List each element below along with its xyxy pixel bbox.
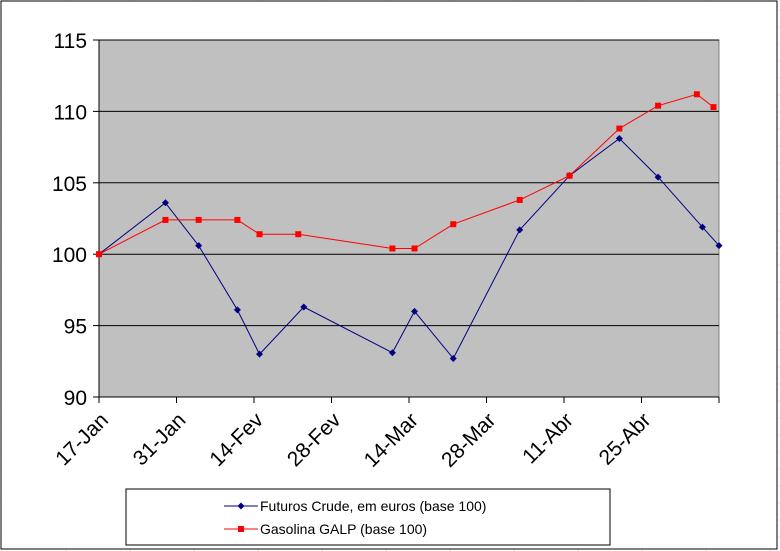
y-tick-label: 90 [64,387,87,410]
data-point [715,242,723,250]
data-point [233,306,241,314]
data-point [162,216,169,223]
data-point [388,349,396,357]
data-point [516,226,524,234]
data-point [710,104,717,111]
data-point [698,223,706,231]
data-point [411,245,418,252]
data-point [300,303,308,311]
y-tick-label: 110 [54,101,87,124]
data-point [450,221,457,228]
data-point [195,242,203,250]
data-point [516,196,523,203]
data-point [411,307,419,315]
y-tick-label: 115 [54,30,87,53]
gridlines [99,39,719,327]
data-point [295,231,302,238]
data-point [234,216,241,223]
legend: Futuros Crude, em euros (base 100) Gasoli… [125,488,611,546]
data-point [693,91,700,98]
series-layer [95,91,723,362]
legend-label: Futuros Crude, em euros (base 100) [260,498,486,514]
y-tick-label: 100 [52,244,87,267]
plot-area [98,39,720,398]
data-point [654,173,662,181]
data-point [195,216,202,223]
data-point [256,350,264,358]
data-point [566,172,573,179]
data-point [161,199,169,207]
y-tick-label: 105 [52,173,87,196]
data-point [96,251,102,258]
legend-label: Gasolina GALP (base 100) [260,521,427,537]
series-2 [96,91,717,258]
data-point [615,135,623,143]
data-point [256,231,263,238]
data-point [449,354,457,362]
data-point [616,125,623,132]
legend-marker [237,502,245,510]
legend-box [125,488,611,546]
y-axis-ticks: 90 95 100 105 110 115 [52,30,99,410]
y-tick-label: 95 [64,316,87,339]
data-point [655,102,662,109]
data-point [389,245,396,252]
legend-marker [238,526,244,532]
